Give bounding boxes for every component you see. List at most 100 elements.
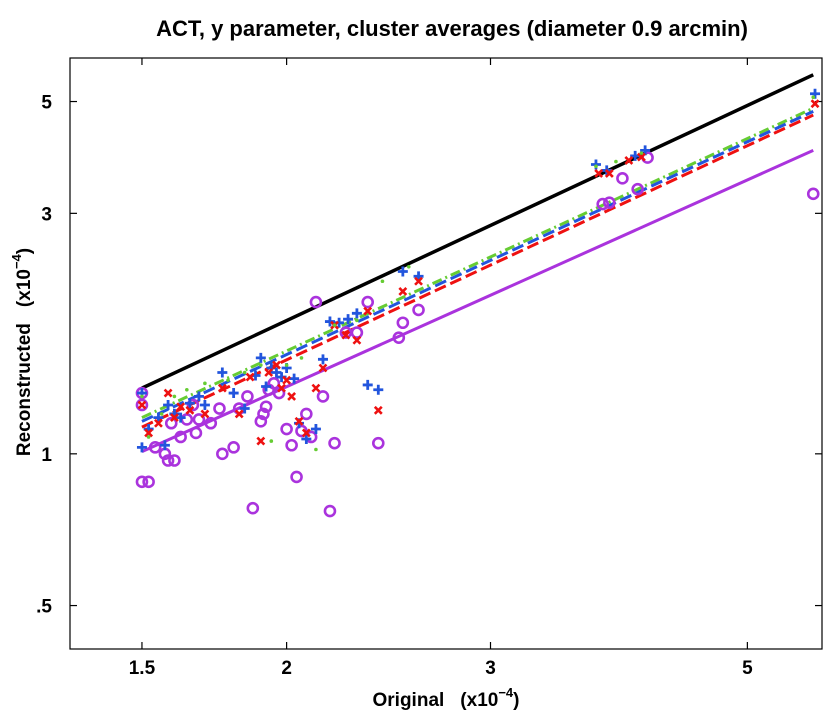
line-identity: [141, 73, 814, 390]
purple-circles-point: [246, 501, 260, 515]
purple-circles-point: [371, 436, 385, 450]
purple-circles-point: [272, 386, 286, 400]
purple-circles-point: [392, 331, 406, 344]
green-dots-point: [269, 439, 274, 443]
green-dots-point: [332, 323, 337, 327]
x-axis-unit-suffix: ): [513, 690, 519, 711]
red-x-point: [169, 413, 179, 423]
x-tick-label: 5: [742, 658, 753, 679]
purple-circles-point: [603, 196, 616, 209]
red-x-point: [604, 169, 614, 178]
green-dots-point: [226, 378, 230, 382]
green-dots-point: [355, 318, 359, 323]
y-axis-unit-suffix: ): [14, 248, 35, 254]
y-axis-ticks: .5 1 3 5: [36, 93, 822, 618]
purple-circles-point: [186, 398, 200, 412]
data-markers: [135, 88, 821, 518]
purple-circles-point: [285, 438, 298, 452]
blue-plus-point: [175, 412, 186, 423]
green-dots-point: [159, 412, 164, 416]
y-axis-unit-exponent: −4: [9, 253, 24, 269]
y-tick-label: 1: [41, 445, 52, 466]
red-x-point: [414, 276, 423, 286]
purple-circles-point: [267, 377, 281, 390]
red-x-point: [217, 383, 227, 393]
green-dots-point: [259, 363, 263, 367]
purple-circles-point: [241, 390, 254, 403]
blue-plus-point: [310, 424, 321, 435]
red-x-point: [137, 400, 147, 410]
blue-plus-point: [301, 434, 312, 445]
red-x-point: [341, 330, 351, 340]
purple-circles-point: [174, 430, 187, 444]
red-x-point: [624, 156, 634, 165]
purple-circles-point: [323, 504, 337, 518]
purple-circles-point: [189, 426, 203, 440]
green-dots-point: [146, 435, 151, 439]
blue-plus-point: [217, 367, 228, 378]
x-tick-label: 2: [281, 658, 292, 679]
plot-frame: [69, 57, 823, 650]
y-axis-label-text: Reconstructed: [14, 323, 35, 456]
blue-plus-point: [373, 384, 384, 395]
purple-circles-point: [309, 295, 323, 309]
red-x-point: [185, 405, 195, 415]
red-x-point: [163, 388, 173, 398]
blue-plus-point: [159, 440, 170, 451]
blue-plus-point: [136, 442, 147, 453]
x-tick-label: 1.5: [129, 658, 156, 679]
purple-circles-point: [300, 407, 313, 421]
line-fit-purple: [141, 149, 814, 454]
purple-circles-point: [164, 416, 178, 430]
red-x-point: [810, 99, 820, 109]
blue-plus-point: [343, 314, 354, 325]
red-x-point: [352, 335, 362, 345]
red-x-point: [287, 391, 297, 401]
blue-plus-point: [193, 391, 204, 402]
blue-plus-point: [239, 403, 250, 414]
blue-plus-point: [640, 145, 651, 156]
x-axis-ticks: 1.5 2 3 5: [129, 58, 753, 679]
purple-circles-point: [168, 454, 181, 467]
red-x-point: [277, 383, 286, 393]
y-tick-label: 5: [41, 93, 52, 114]
blue-plus-point: [163, 399, 174, 410]
blue-plus-point: [351, 308, 362, 319]
green-dots-point: [594, 164, 598, 169]
chart-title: ACT, y parameter, cluster averages (diam…: [156, 16, 748, 41]
blue-plus-point: [324, 316, 335, 327]
purple-circles-point: [290, 470, 303, 484]
red-x-point: [318, 363, 328, 373]
blue-plus-point: [271, 367, 282, 378]
purple-circles-point: [135, 398, 149, 412]
purple-circles-point: [227, 441, 240, 454]
red-x-point: [594, 169, 604, 178]
purple-circles-point: [254, 415, 268, 428]
purple-circles-point: [192, 413, 206, 426]
purple-circles-point: [316, 390, 330, 403]
green-dots-point: [203, 381, 207, 386]
red-x-point: [256, 436, 266, 446]
red-x-point: [144, 428, 154, 438]
red-x-point: [398, 287, 408, 296]
purple-circles-point: [616, 172, 629, 185]
y-tick-label: 3: [41, 204, 52, 225]
purple-circles-point: [596, 197, 610, 211]
x-axis-label: Original (x10−4): [373, 685, 520, 711]
purple-circles-point: [631, 182, 644, 196]
blue-plus-point: [153, 412, 164, 423]
y-axis-unit-prefix: (x10: [14, 269, 35, 307]
purple-circles-point: [142, 475, 155, 489]
green-dots-point: [185, 387, 189, 392]
purple-circles-point: [295, 424, 308, 438]
red-x-point: [234, 409, 244, 419]
x-tick-label: 3: [485, 658, 496, 679]
red-x-point: [282, 375, 292, 385]
blue-plus-point: [228, 388, 239, 399]
purple-circles-point: [180, 413, 194, 426]
purple-circles-point: [257, 407, 270, 421]
blue-plus-point: [397, 266, 408, 277]
red-x-point: [363, 306, 373, 316]
red-x-point: [200, 409, 210, 419]
